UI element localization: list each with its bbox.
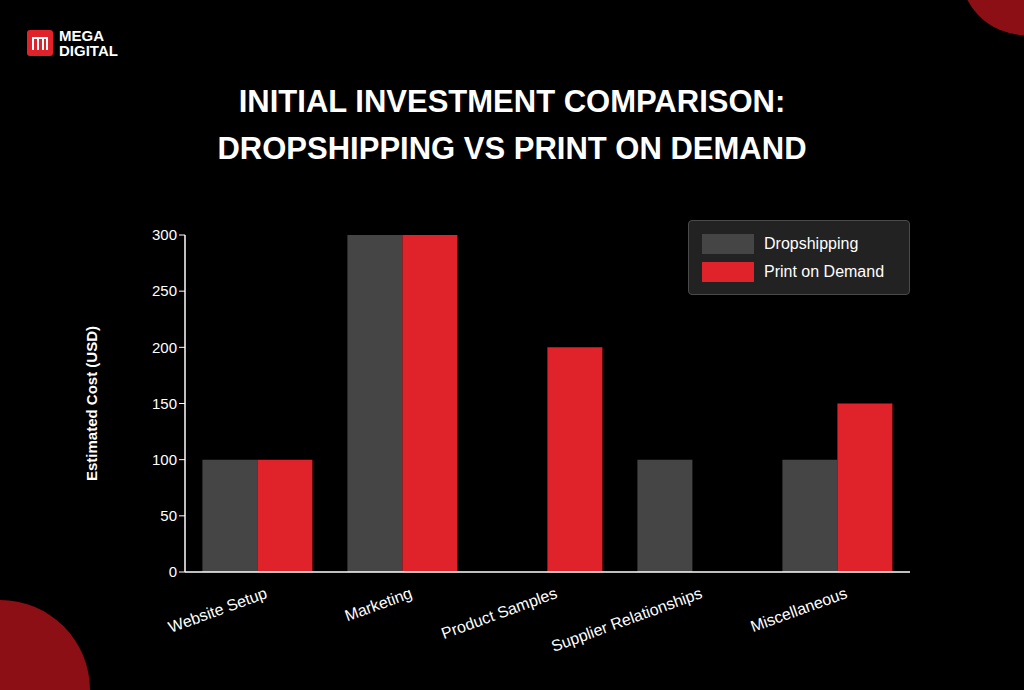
svg-text:Marketing: Marketing	[342, 584, 414, 624]
svg-text:50: 50	[160, 507, 177, 524]
svg-text:0: 0	[169, 563, 177, 580]
svg-text:100: 100	[152, 451, 177, 468]
html-text:Print on Demand: Print on Demand	[764, 263, 885, 280]
svg-text:Website Setup: Website Setup	[166, 584, 269, 635]
svg-text:Miscellaneous: Miscellaneous	[748, 584, 849, 635]
html-text:MEGA: MEGA	[59, 27, 104, 44]
html-text:DIGITAL: DIGITAL	[59, 42, 118, 59]
html-text:Dropshipping: Dropshipping	[764, 235, 859, 252]
svg-text:300: 300	[152, 226, 177, 243]
svg-text:200: 200	[152, 339, 177, 356]
html-text:INITIAL INVESTMENT COMPARISON:: INITIAL INVESTMENT COMPARISON: DROPSHIPP…	[217, 84, 807, 166]
svg-text:150: 150	[152, 395, 177, 412]
svg-text:Supplier Relationships: Supplier Relationships	[549, 584, 704, 654]
svg-text:250: 250	[152, 282, 177, 299]
svg-text:Product Samples: Product Samples	[439, 584, 559, 642]
svg-text:Estimated Cost (USD): Estimated Cost (USD)	[83, 326, 100, 481]
